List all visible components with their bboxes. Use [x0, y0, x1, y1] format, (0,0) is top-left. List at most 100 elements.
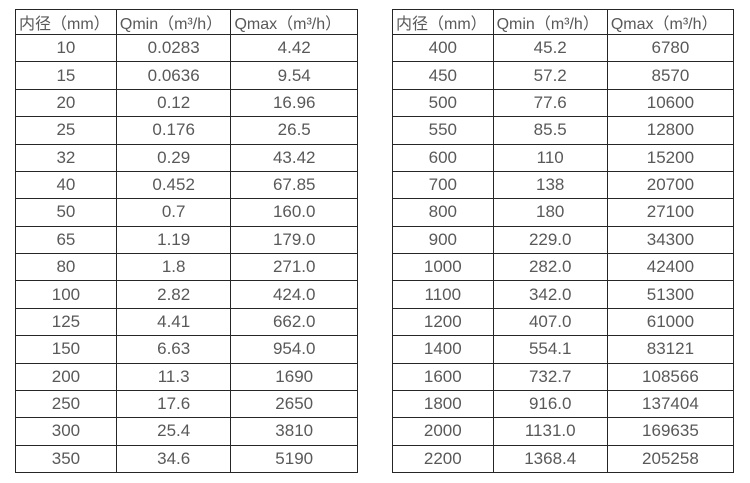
- column-header: Qmax（m³/h）: [230, 9, 358, 35]
- table-cell: 250: [15, 389, 117, 419]
- table-cell: 2.82: [115, 280, 232, 309]
- table-cell: 42400: [606, 252, 735, 282]
- table-cell: 138: [492, 170, 608, 200]
- table-cell: 20700: [606, 170, 735, 200]
- table-cell: 160.0: [230, 198, 358, 227]
- table-row: 500 77.6 10600: [392, 88, 735, 118]
- table-cell: 108566: [606, 362, 735, 391]
- column-header: Qmax（m³/h）: [606, 9, 735, 35]
- table-cell: 20: [15, 88, 117, 118]
- table-row: 1400 554.1 83121: [392, 335, 735, 364]
- table-cell: 200: [15, 362, 117, 391]
- table-cell: 424.0: [230, 280, 358, 309]
- table-cell: 15: [15, 61, 117, 90]
- table-cell: 0.176: [115, 116, 232, 145]
- table-cell: 732.7: [492, 362, 608, 391]
- table-row: 550 85.5 12800: [392, 116, 735, 145]
- table-row: 100 2.82 424.0: [15, 280, 358, 309]
- table-cell: 450: [392, 61, 494, 90]
- table-row: 25 0.176 26.5: [15, 116, 358, 145]
- table-cell: 0.7: [115, 198, 232, 227]
- table-cell: 77.6: [492, 88, 608, 118]
- table-cell: 1600: [392, 362, 494, 391]
- table-cell: 600: [392, 143, 494, 172]
- table-cell: 25: [15, 116, 117, 145]
- table-cell: 0.0283: [115, 33, 232, 63]
- table-cell: 2200: [392, 444, 494, 474]
- table-cell: 150: [15, 335, 117, 364]
- table-cell: 271.0: [230, 252, 358, 282]
- table-row: 2200 1368.4 205258: [392, 444, 735, 474]
- table-cell: 34300: [606, 225, 735, 255]
- table-row: 600 110 15200: [392, 143, 735, 172]
- table-row: 900 229.0 34300: [392, 225, 735, 255]
- table-row: 150 6.63 954.0: [15, 335, 358, 364]
- table-cell: 9.54: [230, 61, 358, 90]
- table-cell: 180: [492, 198, 608, 227]
- diameter-flow-table-right: 内径（mm） Qmin（m³/h） Qmax（m³/h） 400 45.2 6780 450…: [392, 9, 735, 474]
- table-cell: 800: [392, 198, 494, 227]
- table-cell: 954.0: [230, 335, 358, 364]
- table-cell: 34.6: [115, 444, 232, 474]
- table-cell: 32: [15, 143, 117, 172]
- table-cell: 57.2: [492, 61, 608, 90]
- table-cell: 179.0: [230, 225, 358, 255]
- table-row: 1100 342.0 51300: [392, 280, 735, 309]
- column-header: 内径（mm）: [15, 9, 117, 35]
- table-cell: 67.85: [230, 170, 358, 200]
- table-row: 400 45.2 6780: [392, 33, 735, 63]
- column-header: Qmin（m³/h）: [492, 9, 608, 35]
- table-cell: 8570: [606, 61, 735, 90]
- table-row: 1800 916.0 137404: [392, 389, 735, 419]
- table-cell: 26.5: [230, 116, 358, 145]
- table-cell: 6780: [606, 33, 735, 63]
- table-cell: 4.42: [230, 33, 358, 63]
- table-row: 450 57.2 8570: [392, 61, 735, 90]
- table-cell: 1690: [230, 362, 358, 391]
- table-row: 200 11.3 1690: [15, 362, 358, 391]
- table-cell: 900: [392, 225, 494, 255]
- table-cell: 205258: [606, 444, 735, 474]
- table-cell: 300: [15, 417, 117, 446]
- table-cell: 0.0636: [115, 61, 232, 90]
- table-row: 2000 1131.0 169635: [392, 417, 735, 446]
- table-cell: 25.4: [115, 417, 232, 446]
- table-row: 10 0.0283 4.42: [15, 33, 358, 63]
- header-row: 内径（mm） Qmin（m³/h） Qmax（m³/h）: [392, 9, 735, 35]
- table-cell: 4.41: [115, 307, 232, 337]
- table-row: 300 25.4 3810: [15, 417, 358, 446]
- table-cell: 0.29: [115, 143, 232, 172]
- table-cell: 137404: [606, 389, 735, 419]
- table-cell: 110: [492, 143, 608, 172]
- table-row: 65 1.19 179.0: [15, 225, 358, 255]
- table-cell: 0.452: [115, 170, 232, 200]
- table-cell: 2000: [392, 417, 494, 446]
- table-cell: 407.0: [492, 307, 608, 337]
- table-cell: 1000: [392, 252, 494, 282]
- table-cell: 3810: [230, 417, 358, 446]
- table-cell: 85.5: [492, 116, 608, 145]
- table-cell: 1368.4: [492, 444, 608, 474]
- table-row: 15 0.0636 9.54: [15, 61, 358, 90]
- table-row: 80 1.8 271.0: [15, 252, 358, 282]
- table-cell: 16.96: [230, 88, 358, 118]
- table-cell: 125: [15, 307, 117, 337]
- table-cell: 554.1: [492, 335, 608, 364]
- table-row: 1600 732.7 108566: [392, 362, 735, 391]
- table-cell: 40: [15, 170, 117, 200]
- table-cell: 400: [392, 33, 494, 63]
- table-row: 350 34.6 5190: [15, 444, 358, 474]
- header-row: 内径（mm） Qmin（m³/h） Qmax（m³/h）: [15, 9, 358, 35]
- table-cell: 6.63: [115, 335, 232, 364]
- table-cell: 1400: [392, 335, 494, 364]
- table-cell: 15200: [606, 143, 735, 172]
- table-cell: 61000: [606, 307, 735, 337]
- table-cell: 5190: [230, 444, 358, 474]
- table-cell: 1200: [392, 307, 494, 337]
- table-row: 700 138 20700: [392, 170, 735, 200]
- table-row: 40 0.452 67.85: [15, 170, 358, 200]
- table-cell: 282.0: [492, 252, 608, 282]
- table-cell: 12800: [606, 116, 735, 145]
- table-cell: 500: [392, 88, 494, 118]
